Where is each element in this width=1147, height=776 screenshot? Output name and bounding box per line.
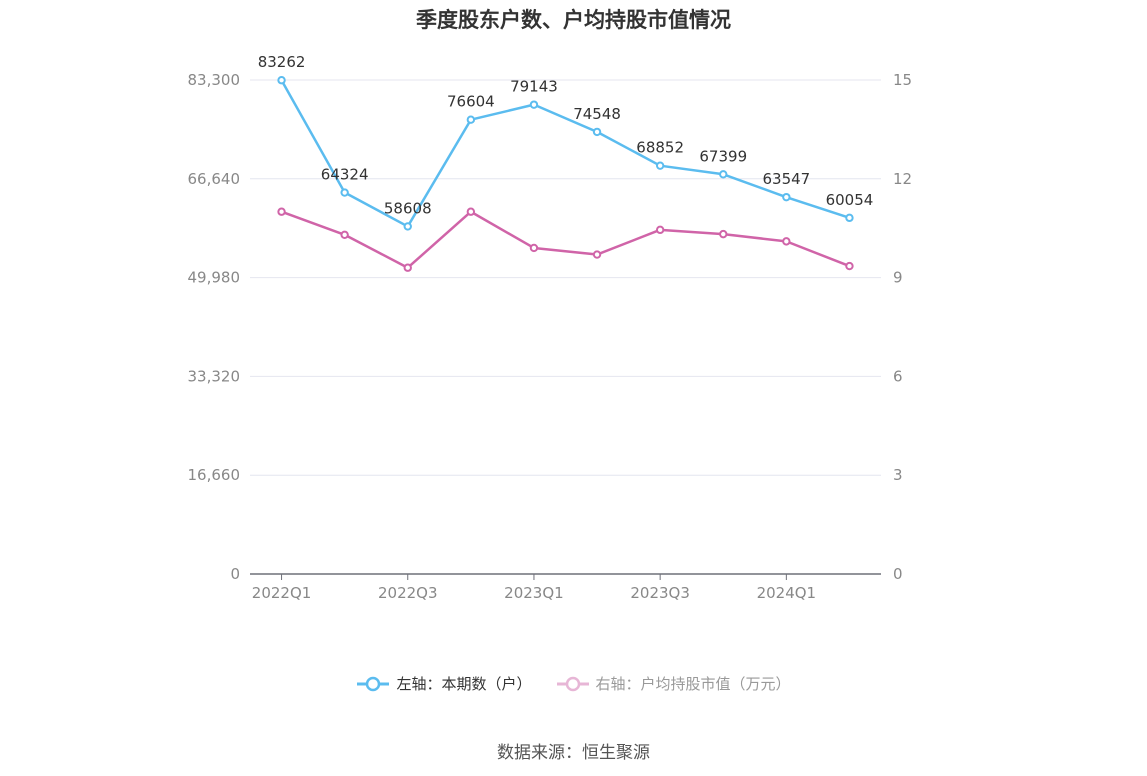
series-line-1 [281,210,850,269]
data-label: 60054 [826,191,874,209]
data-point [655,161,665,170]
data-point [340,230,349,239]
data-source: 数据来源：恒生聚源 [497,743,650,763]
y-left-tick-label: 0 [230,565,240,583]
data-point [403,263,412,272]
data-point [719,229,728,239]
x-tick-label: 2023Q3 [630,584,690,602]
data-point [466,115,476,124]
chart-title: 季度股东户数、户均持股市值情况 [416,8,731,32]
data-point [592,250,602,259]
data-point [529,243,539,253]
y-right-tick-label: 0 [893,565,903,583]
y-left-tick-label: 16,660 [188,466,241,484]
series-layer [277,76,854,272]
data-label: 67399 [699,147,747,165]
data-point [403,222,412,231]
circle-line-icon [556,676,589,691]
data-label: 74548 [573,105,621,123]
data-point [592,127,602,137]
data-label: 58608 [384,199,432,217]
data-label: 64324 [321,166,369,184]
y-left-tick-label: 66,640 [188,170,241,188]
y-right-tick-label: 9 [893,269,903,287]
data-point [845,261,854,271]
data-label: 63547 [762,170,810,188]
data-label: 68852 [636,139,684,157]
y-right-tick-label: 12 [893,170,912,188]
data-point [340,188,349,197]
data-label: 76604 [447,93,495,111]
data-point [529,100,539,109]
legend-label-right: 右轴：户均持股市值（万元） [595,675,791,693]
legend-item-left-series[interactable]: 左轴：本期数（户） [356,673,532,694]
legend: 左轴：本期数（户） 右轴：户均持股市值（万元） [0,673,1147,694]
data-label: 83262 [258,53,306,71]
x-tick-label: 2022Q3 [378,584,438,602]
legend-label-left: 左轴：本期数（户） [396,675,532,693]
data-point [466,207,476,216]
data-point [782,237,791,246]
series-line-0 [280,79,850,228]
axis-layer: 0 0 16,660 3 33,320 6 49,980 9 66,640 12 83,300 15 2… [188,71,913,602]
data-point [277,207,286,216]
data-label: 79143 [510,78,558,96]
data-point [719,170,728,179]
x-tick-label: 2022Q1 [252,584,312,602]
y-right-tick-label: 6 [893,367,903,385]
y-left-tick-label: 33,320 [188,367,241,385]
grid-layer [250,79,881,476]
legend-item-right-series[interactable]: 右轴：户均持股市值（万元） [556,673,791,694]
circle-line-icon [357,676,390,691]
data-point [845,213,854,223]
y-right-tick-label: 3 [893,466,903,484]
x-tick-label: 2023Q1 [504,584,564,602]
data-point [655,225,665,235]
data-point [782,192,791,202]
y-left-tick-label: 83,300 [188,71,241,89]
label-layer: 83262 64324 58608 76604 79143 74548 68852 67399… [258,53,874,217]
x-tick-label: 2024Q1 [757,584,817,602]
y-left-tick-label: 49,980 [188,269,241,287]
y-right-tick-label: 15 [893,71,912,89]
data-point [277,76,286,85]
